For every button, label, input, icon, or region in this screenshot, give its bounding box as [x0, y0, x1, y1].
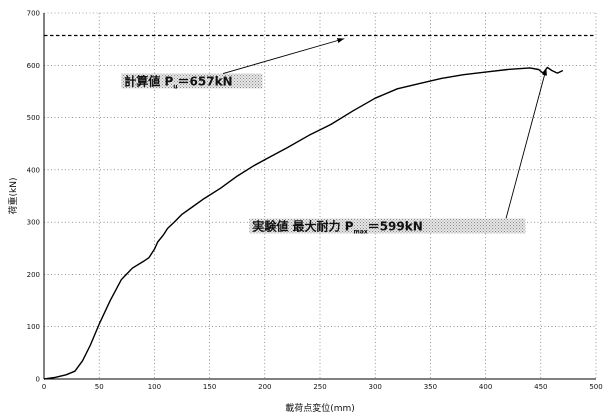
- annotation-label: 計算値: [124, 74, 164, 89]
- annotation-label: 実験値 最大耐力: [252, 218, 344, 233]
- x-tick-label: 0: [42, 383, 46, 391]
- x-tick-label: 350: [424, 383, 437, 391]
- x-tick-label: 300: [369, 383, 382, 391]
- y-tick-label: 100: [27, 323, 40, 331]
- annotation-text-calculated: 計算値 Pu＝657kN: [124, 74, 232, 91]
- annotation-text-experimental: 実験値 最大耐力 Pmax＝599kN: [252, 218, 422, 235]
- annotation-symbol: P: [345, 219, 354, 233]
- x-tick-label: 500: [589, 383, 602, 391]
- annotation-value: ＝657kN: [178, 75, 233, 89]
- annotation-box-calculated: [121, 73, 263, 89]
- annotation-value: ＝599kN: [368, 219, 423, 233]
- x-tick-label: 200: [258, 383, 271, 391]
- load-displacement-curve: [43, 66, 564, 380]
- annotation-box-experimental: [249, 218, 526, 234]
- y-tick-label: 0: [36, 376, 40, 384]
- y-tick-label: 600: [27, 62, 40, 70]
- x-tick-label: 450: [534, 383, 547, 391]
- y-tick-label: 400: [27, 166, 40, 174]
- annotation-subscript: max: [354, 228, 368, 235]
- x-tick-label: 150: [203, 383, 216, 391]
- annotation-subscript: u: [173, 84, 177, 91]
- x-tick-label: 400: [479, 383, 492, 391]
- annotation-symbol: P: [164, 75, 173, 89]
- x-tick-label: 100: [148, 383, 161, 391]
- x-axis-title: 載荷点変位(mm): [285, 402, 355, 414]
- y-tick-label: 300: [27, 219, 40, 227]
- annotation-arrow-calculated: [222, 38, 345, 75]
- y-axis-title: 荷重(kN): [7, 178, 19, 215]
- x-tick-label: 250: [313, 383, 326, 391]
- y-tick-label: 200: [27, 271, 40, 279]
- y-tick-label: 700: [27, 10, 40, 18]
- y-tick-label: 500: [27, 114, 40, 122]
- x-tick-label: 50: [95, 383, 104, 391]
- annotation-arrow-experimental: [505, 68, 547, 219]
